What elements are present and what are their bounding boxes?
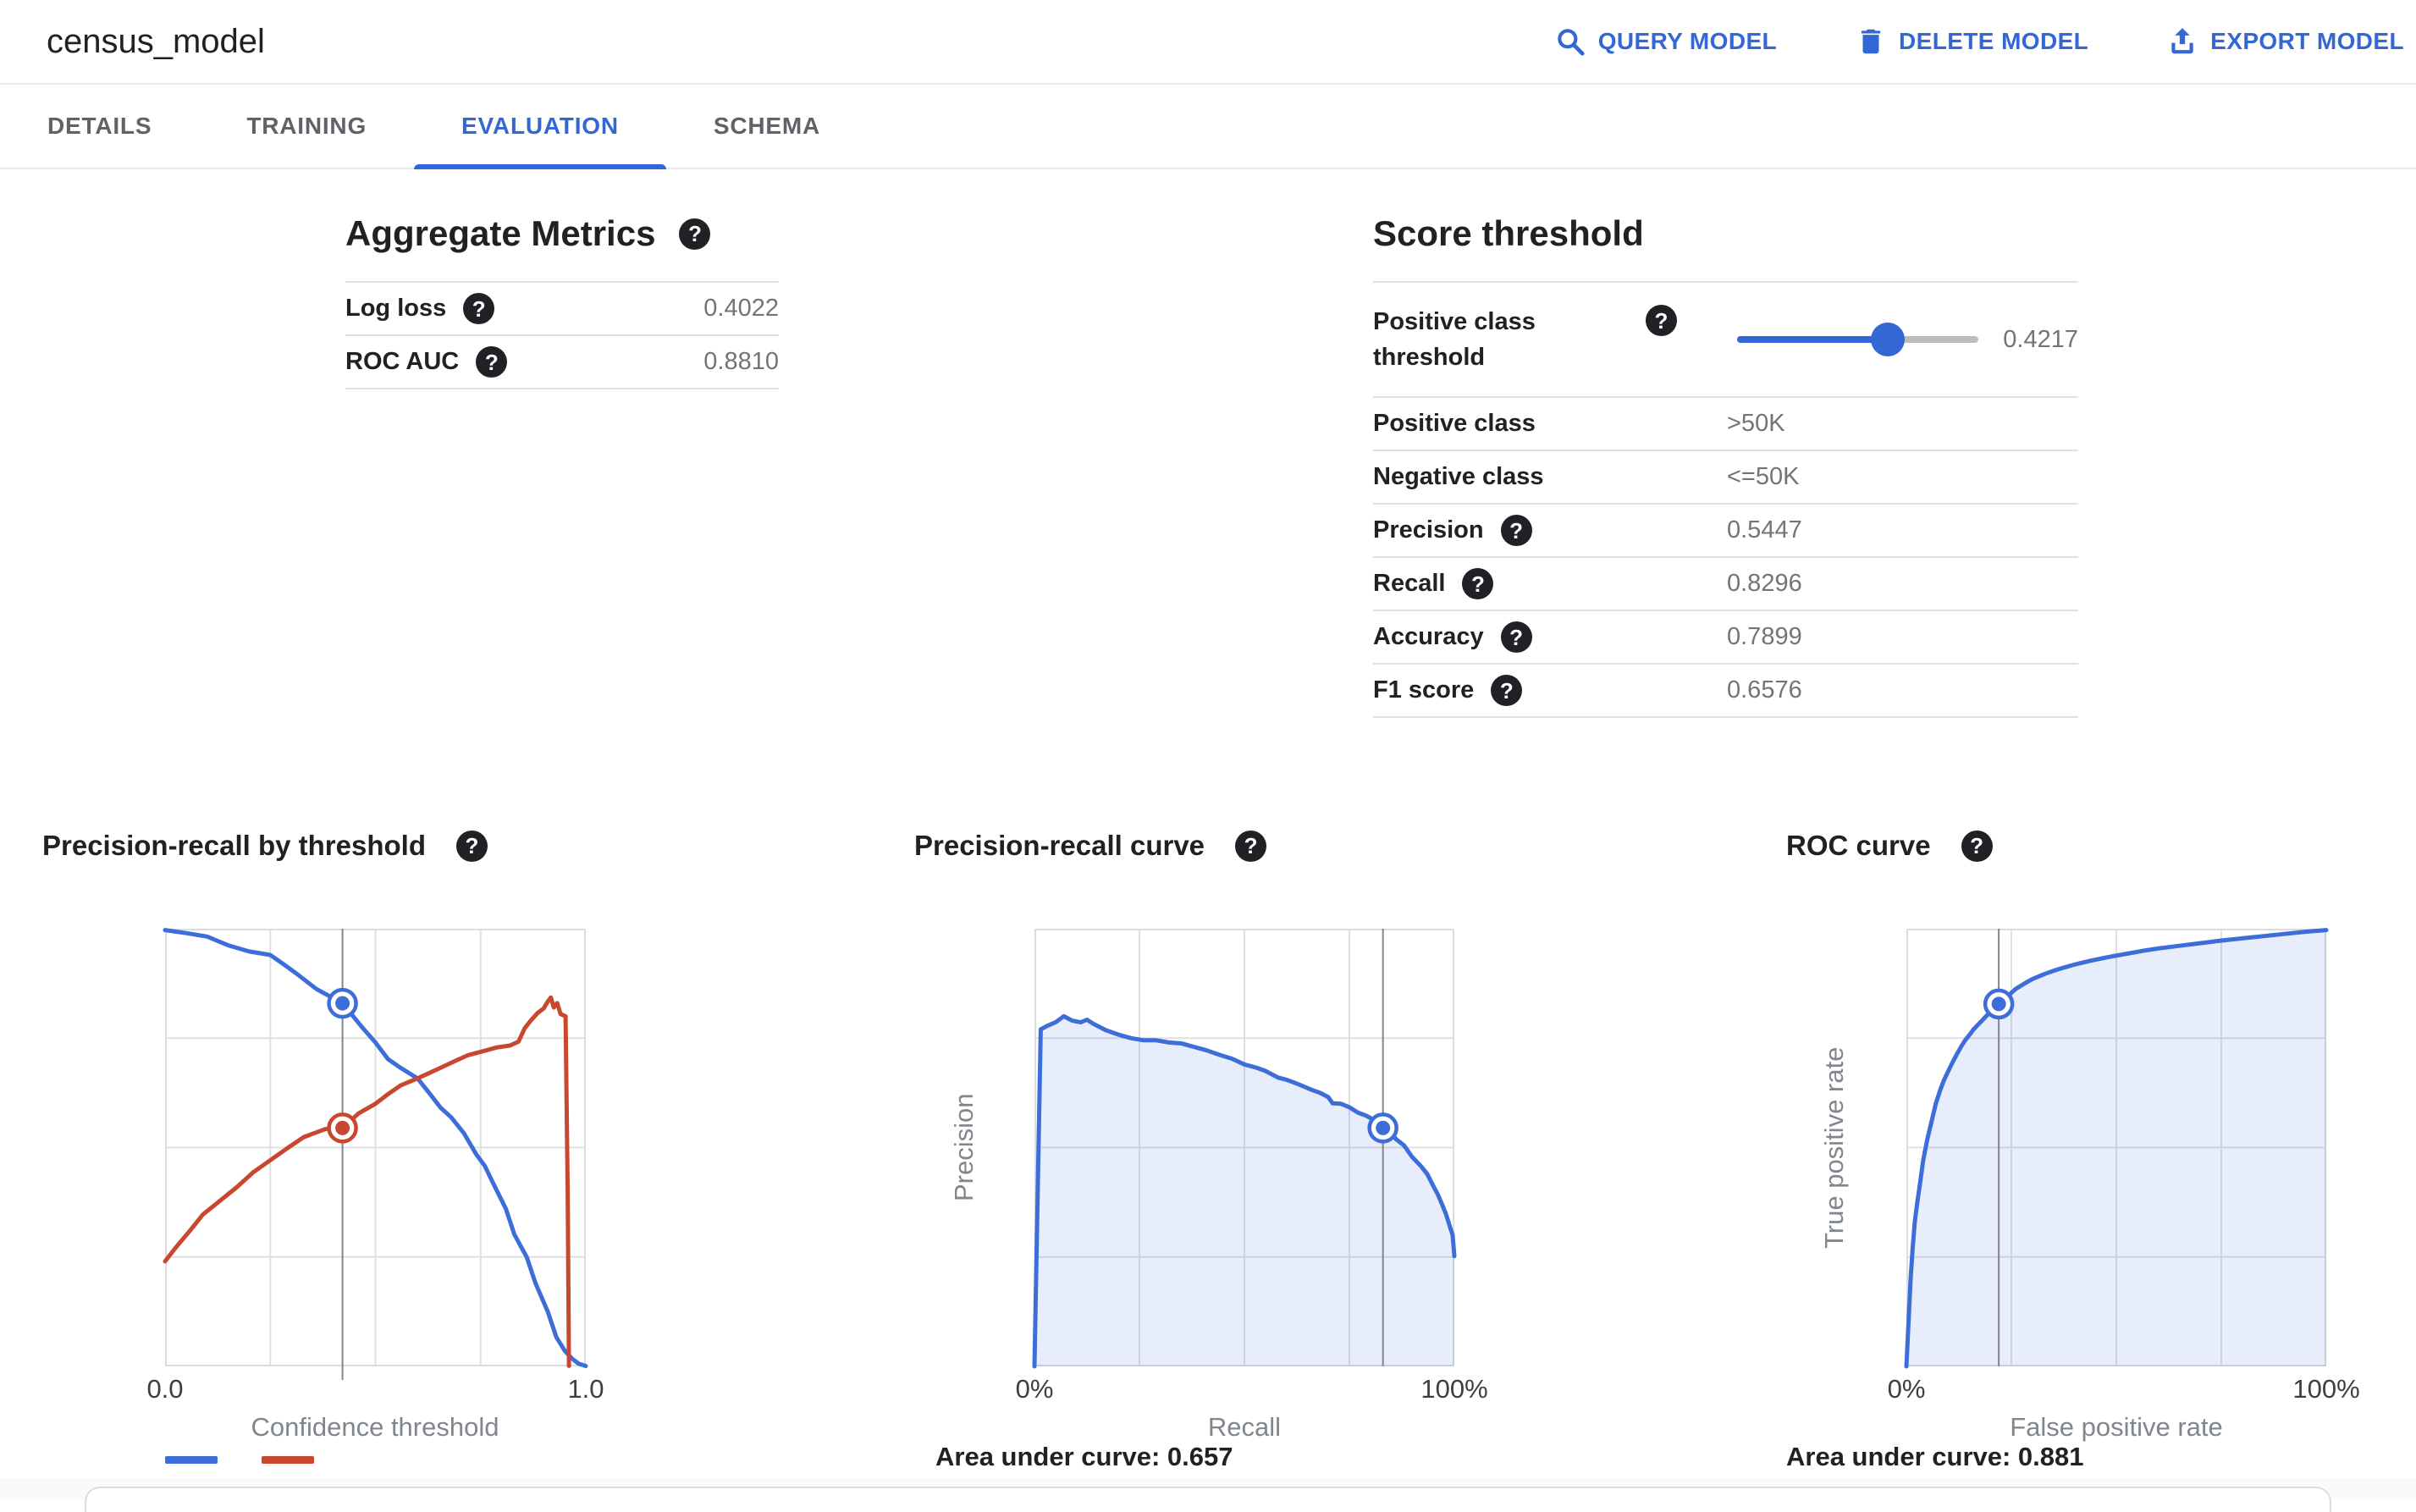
table-row: Positive class >50K xyxy=(1373,398,2078,451)
tab-details[interactable]: DETAILS xyxy=(47,113,152,139)
x-tick-max: 100% xyxy=(2292,1374,2360,1404)
y-axis-label: True positive rate xyxy=(1819,1046,1849,1249)
table-row: Log loss? 0.4022 xyxy=(345,283,779,336)
pr-curve-plot xyxy=(1032,929,1457,1369)
threshold-slider[interactable] xyxy=(1737,323,1978,356)
next-section-card-edge xyxy=(85,1487,2331,1512)
tab-training[interactable]: TRAINING xyxy=(246,113,367,139)
chart-title: ROC curve xyxy=(1786,830,1931,861)
recall-value: 0.8296 xyxy=(1727,570,1802,597)
pr-curve-chart: Precision-recall curve ? Precision 0% 10… xyxy=(914,830,1544,1500)
negative-class-label: Negative class xyxy=(1373,463,1544,490)
score-threshold-table: Positive class threshold ? 0.4217 Positi… xyxy=(1373,281,2078,718)
negative-class-value: <=50K xyxy=(1727,463,1800,490)
delete-model-button[interactable]: DELETE MODEL xyxy=(1855,25,2088,58)
positive-class-threshold-label: Positive class threshold xyxy=(1373,307,1536,371)
help-icon[interactable]: ? xyxy=(1961,830,1993,862)
positive-class-threshold-row: Positive class threshold ? 0.4217 xyxy=(1373,283,2078,398)
x-axis-label: Recall xyxy=(1207,1412,1282,1442)
table-row: Precision? 0.5447 xyxy=(1373,505,2078,558)
x-tick-min: 0% xyxy=(1015,1374,1054,1404)
precision-value: 0.5447 xyxy=(1727,516,1802,544)
y-axis-label: Precision xyxy=(949,1093,979,1202)
table-row: ROC AUC? 0.8810 xyxy=(345,336,779,389)
aggregate-metrics-title: Aggregate Metrics xyxy=(345,213,656,253)
table-row: Recall? 0.8296 xyxy=(1373,558,2078,611)
roc-auc-label: ROC AUC xyxy=(345,348,460,375)
log-loss-value: 0.4022 xyxy=(703,295,779,322)
area-under-curve-text: Area under curve: 0.881 xyxy=(1786,1442,2084,1471)
app-bar: census_model QUERY MODEL DELETE MODEL EX… xyxy=(0,0,2416,85)
pr-by-threshold-title-row: Precision-recall by threshold ? xyxy=(42,830,672,862)
score-threshold-heading: Score threshold xyxy=(1373,213,2078,254)
pr-by-threshold-plot[interactable] xyxy=(163,928,588,1382)
x-tick-max: 1.0 xyxy=(567,1374,604,1404)
score-threshold-title: Score threshold xyxy=(1373,213,1644,253)
table-row: Accuracy? 0.7899 xyxy=(1373,611,2078,665)
model-actions: QUERY MODEL DELETE MODEL EXPORT MODEL xyxy=(1554,25,2404,58)
tab-schema[interactable]: SCHEMA xyxy=(713,113,821,139)
query-model-label: QUERY MODEL xyxy=(1597,28,1778,54)
aggregate-metrics-section: Aggregate Metrics ? Log loss? 0.4022 ROC… xyxy=(345,213,779,389)
help-icon[interactable]: ? xyxy=(476,346,508,378)
pr-curve-title-row: Precision-recall curve ? xyxy=(914,830,1544,862)
table-row: Negative class <=50K xyxy=(1373,451,2078,505)
help-icon[interactable]: ? xyxy=(455,830,488,862)
page-title: census_model xyxy=(47,22,265,60)
x-tick-min: 0% xyxy=(1887,1374,1926,1404)
chart-title: Precision-recall curve xyxy=(914,830,1205,861)
trash-icon xyxy=(1861,29,1881,54)
help-icon[interactable]: ? xyxy=(1491,675,1523,706)
recall-label: Recall xyxy=(1373,570,1446,597)
recall-legend-swatch xyxy=(165,1456,218,1464)
roc-curve-plot xyxy=(1904,928,2329,1369)
roc-auc-value: 0.8810 xyxy=(703,348,779,375)
score-threshold-section: Score threshold Positive class threshold… xyxy=(1373,213,2078,718)
help-icon[interactable]: ? xyxy=(1235,830,1267,862)
help-icon[interactable]: ? xyxy=(679,218,711,250)
precision-legend-swatch xyxy=(262,1456,314,1464)
roc-curve-title-row: ROC curve ? xyxy=(1786,830,2416,862)
precision-label: Precision xyxy=(1373,516,1484,544)
table-row: F1 score? 0.6576 xyxy=(1373,665,2078,718)
pr-by-threshold-chart: Precision-recall by threshold ? 0.0 1.0 … xyxy=(42,830,672,1500)
slider-thumb[interactable] xyxy=(1871,323,1906,356)
x-tick-max: 100% xyxy=(1420,1374,1488,1404)
chart-title: Precision-recall by threshold xyxy=(42,830,426,861)
x-axis-label: False positive rate xyxy=(2010,1412,2223,1442)
help-icon[interactable]: ? xyxy=(1462,568,1494,599)
roc-curve-chart: ROC curve ? True positive rate 0% 100% F… xyxy=(1786,830,2416,1500)
log-loss-label: Log loss xyxy=(345,295,447,322)
help-icon[interactable]: ? xyxy=(1646,305,1677,336)
help-icon[interactable]: ? xyxy=(1500,621,1532,653)
area-under-curve-text: Area under curve: 0.657 xyxy=(935,1442,1233,1471)
export-model-label: EXPORT MODEL xyxy=(2210,28,2404,54)
aggregate-metrics-table: Log loss? 0.4022 ROC AUC? 0.8810 xyxy=(345,281,779,389)
positive-class-label: Positive class xyxy=(1373,410,1536,437)
threshold-value: 0.4217 xyxy=(2003,325,2078,353)
search-icon xyxy=(1557,29,1585,56)
positive-class-value: >50K xyxy=(1727,410,1785,437)
x-tick-min: 0.0 xyxy=(146,1374,184,1404)
help-icon[interactable]: ? xyxy=(1500,515,1532,546)
accuracy-label: Accuracy xyxy=(1373,623,1484,650)
x-axis-label: Confidence threshold xyxy=(251,1412,499,1442)
export-model-button[interactable]: EXPORT MODEL xyxy=(2166,25,2404,58)
tab-bar: DETAILS TRAINING EVALUATION SCHEMA xyxy=(0,85,2416,169)
accuracy-value: 0.7899 xyxy=(1727,623,1802,650)
threshold-slider-fill xyxy=(1737,336,1889,343)
query-model-button[interactable]: QUERY MODEL xyxy=(1554,25,1777,58)
f1-score-label: F1 score xyxy=(1373,676,1475,704)
help-icon[interactable]: ? xyxy=(463,293,495,324)
f1-score-value: 0.6576 xyxy=(1727,676,1802,704)
chart-legend xyxy=(165,1456,314,1464)
delete-model-label: DELETE MODEL xyxy=(1899,28,2089,54)
aggregate-metrics-heading: Aggregate Metrics ? xyxy=(345,213,779,254)
tab-evaluation[interactable]: EVALUATION xyxy=(414,85,666,169)
upload-icon xyxy=(2171,28,2193,54)
